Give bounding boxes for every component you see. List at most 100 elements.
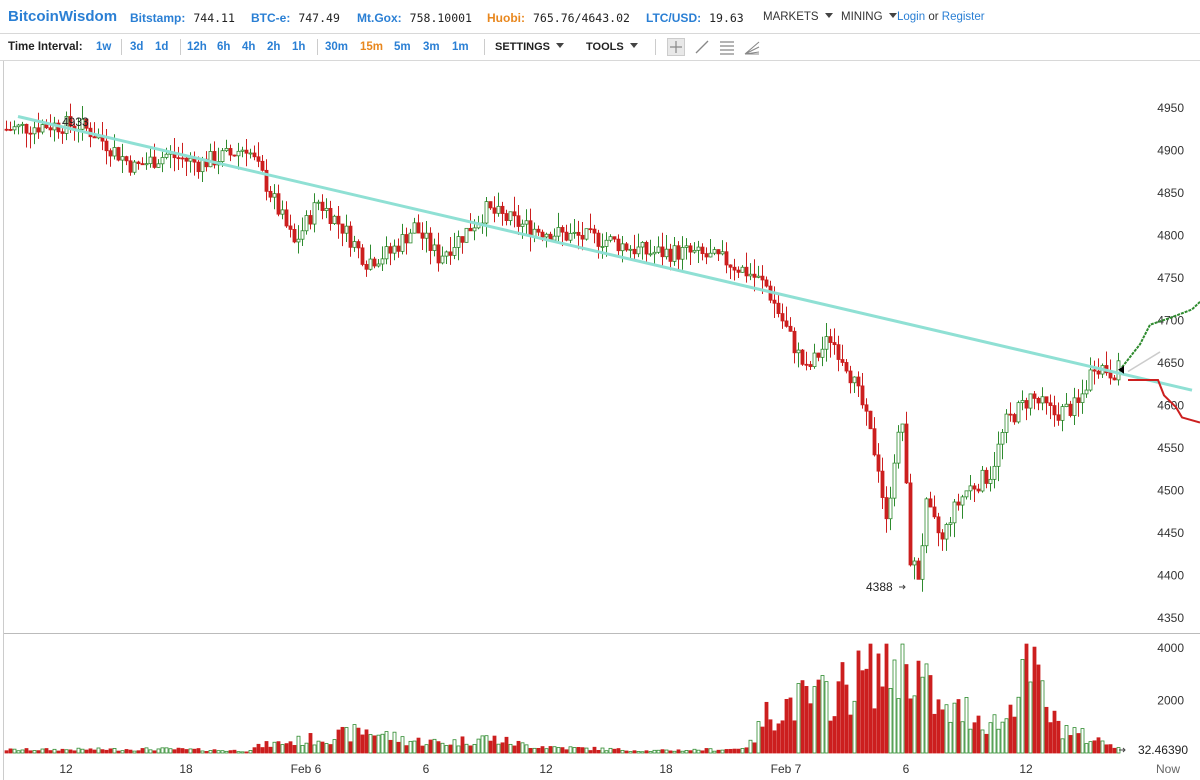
candle-body	[68, 116, 73, 127]
brand-logo[interactable]: BitcoinWisdom	[8, 8, 118, 25]
candle-body	[708, 252, 713, 258]
candle-body	[856, 376, 861, 387]
candle-body	[772, 299, 777, 304]
volume-bar	[944, 704, 949, 754]
candle-body	[584, 228, 589, 240]
volume-bar	[992, 714, 997, 754]
volume-bar	[652, 749, 657, 754]
price-axis-label: 4600	[1157, 399, 1184, 413]
interval-15m[interactable]: 15m	[360, 41, 384, 53]
register-link[interactable]: Register	[941, 11, 985, 23]
last-price-marker	[1118, 365, 1124, 374]
interval-2h[interactable]: 2h	[267, 41, 281, 53]
interval-5m[interactable]: 5m	[394, 41, 411, 53]
settings-menu[interactable]: SETTINGS	[495, 41, 565, 53]
volume-bar	[788, 697, 793, 754]
candle-body	[788, 325, 793, 332]
interval-12h[interactable]: 12h	[187, 41, 207, 53]
candle-body	[1028, 393, 1033, 409]
volume-bar	[232, 749, 237, 754]
candle-body	[824, 336, 829, 350]
interval-4h[interactable]: 4h	[242, 41, 256, 53]
candle-body	[360, 247, 365, 265]
volume-bar	[908, 698, 913, 754]
interval-3m[interactable]: 3m	[423, 41, 440, 53]
ticker-exchange: Bitstamp:	[130, 11, 186, 25]
candle-body	[1092, 369, 1097, 372]
volume-bar	[592, 746, 597, 754]
ticker-huobi[interactable]: Huobi: 765.76/4643.02	[487, 11, 630, 25]
candle-body	[796, 349, 801, 354]
volume-bar	[800, 680, 805, 754]
volume-bar	[956, 699, 961, 754]
interval-6h[interactable]: 6h	[217, 41, 231, 53]
interval-30m[interactable]: 30m	[325, 41, 349, 53]
volume-bar	[148, 749, 153, 754]
candle-body	[604, 239, 609, 247]
volume-bar	[488, 740, 493, 754]
candle-body	[1016, 402, 1021, 423]
volume-bar	[568, 746, 573, 754]
volume-bar	[136, 750, 141, 754]
fan-icon[interactable]	[743, 38, 761, 56]
price-axis-label: 4550	[1157, 441, 1184, 455]
ticker-bitstamp[interactable]: Bitstamp: 744.11	[130, 11, 235, 25]
ticker-ltcusd[interactable]: LTC/USD: 19.63	[646, 11, 744, 25]
ticker-mtgox[interactable]: Mt.Gox: 758.10001	[357, 11, 472, 25]
volume-bar	[736, 748, 741, 754]
candle-body	[648, 253, 653, 256]
volume-bar	[272, 741, 277, 754]
candle-body	[704, 253, 709, 258]
candle-body	[752, 273, 757, 278]
line-icon[interactable]	[693, 38, 711, 56]
volume-bar	[328, 744, 333, 754]
candle-body	[20, 123, 25, 126]
ticker-exchange: Huobi:	[487, 11, 525, 25]
volume-bar	[212, 749, 217, 754]
candle-body	[1064, 403, 1069, 407]
price-axis-label: 4650	[1157, 356, 1184, 370]
forecast-up-line	[1121, 301, 1200, 368]
volume-bar	[404, 745, 409, 754]
volume-bar	[580, 747, 585, 754]
candle-body	[164, 153, 169, 158]
volume-bar	[996, 728, 1001, 754]
crosshair-icon[interactable]	[667, 38, 685, 56]
volume-axis-label: 4000	[1157, 641, 1184, 655]
candle-body	[1040, 396, 1045, 404]
candle-body	[864, 404, 869, 412]
candle-body	[976, 488, 981, 492]
candle-body	[356, 241, 361, 249]
volume-bar	[68, 749, 73, 754]
candle-body	[468, 227, 473, 232]
price-axis-label: 4450	[1157, 526, 1184, 540]
interval-1h[interactable]: 1h	[292, 41, 306, 53]
interval-1m[interactable]: 1m	[452, 41, 469, 53]
volume-bar	[712, 750, 717, 754]
volume-bar	[576, 747, 581, 754]
volume-bar	[504, 736, 509, 754]
candle-body	[1096, 370, 1101, 375]
candle-body	[760, 275, 765, 281]
mining-menu[interactable]: MINING	[841, 11, 897, 23]
interval-3d[interactable]: 3d	[130, 41, 144, 53]
volume-bar	[884, 643, 889, 754]
candle-body	[236, 150, 241, 157]
tools-menu[interactable]: TOOLS	[586, 41, 638, 53]
ticker-btce[interactable]: BTC-e: 747.49	[251, 11, 340, 25]
candle-body	[844, 362, 849, 372]
volume-bar	[60, 748, 65, 754]
fibonacci-icon[interactable]	[718, 38, 736, 56]
interval-1d[interactable]: 1d	[155, 41, 169, 53]
candle-body	[484, 201, 489, 224]
login-link[interactable]: Login	[897, 11, 926, 23]
low-price-arrow-icon	[899, 584, 906, 590]
price-axis-label: 4950	[1157, 101, 1184, 115]
volume-bar	[52, 748, 57, 754]
interval-1w[interactable]: 1w	[96, 41, 112, 53]
volume-bar	[556, 747, 561, 754]
chevron-down-icon	[629, 43, 638, 48]
volume-bar	[208, 750, 213, 754]
markets-menu[interactable]: MARKETS	[763, 11, 833, 23]
